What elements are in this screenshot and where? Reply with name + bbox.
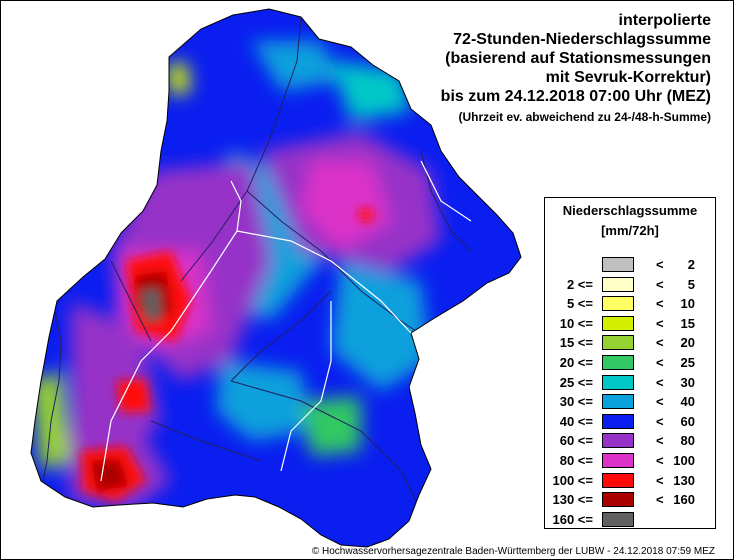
legend-low: 40 <=: [559, 413, 593, 429]
legend-low: 30 <=: [559, 394, 593, 410]
legend-low: 2 <=: [566, 276, 593, 292]
legend-swatch: [602, 472, 634, 488]
legend-row: 15 <= <20: [545, 334, 715, 352]
title-line-4: mit Sevruk-Korrektur): [545, 69, 711, 86]
legend-high: 40: [680, 394, 695, 410]
legend-high: 2: [687, 257, 695, 272]
map-title: interpolierte 72-Stunden-Niederschlagssu…: [381, 11, 711, 126]
legend-lt: <: [656, 335, 664, 351]
legend-lt: <: [656, 394, 664, 410]
state-outline: [30, 8, 522, 548]
title-line-1: interpolierte: [618, 12, 711, 29]
title-line-5: bis zum 24.12.2018 07:00 Uhr (MEZ): [440, 88, 711, 105]
legend-swatch: [602, 257, 634, 272]
river-network: [40, 16, 472, 512]
legend-row: 160 <=: [545, 511, 715, 529]
legend-row: 130 <= <160: [545, 491, 715, 509]
legend-lt: <: [656, 355, 664, 370]
legend-low: 100 <=: [552, 472, 594, 488]
legend-high: 5: [687, 276, 695, 292]
legend-row: 80 <= <100: [545, 452, 715, 470]
legend-lt: <: [656, 413, 664, 429]
legend-lt: <: [656, 433, 664, 449]
legend-high: 100: [673, 453, 695, 468]
legend-low: 5 <=: [566, 296, 593, 312]
copyright-text: © Hochwasservorhersagezentrale Baden-Wür…: [311, 546, 715, 557]
legend-lt: <: [656, 374, 664, 390]
legend-title: Niederschlagssumme: [562, 203, 698, 218]
title-line-3: (basierend auf Stationsmessungen: [445, 50, 711, 67]
legend-high: 25: [680, 355, 695, 370]
legend-lt: <: [656, 276, 664, 292]
legend-swatch: [602, 374, 634, 390]
legend-high: 60: [680, 413, 695, 429]
title-line-2: 72-Stunden-Niederschlagssumme: [453, 31, 711, 48]
legend-lt: <: [656, 296, 664, 312]
legend-low: 20 <=: [559, 355, 593, 370]
legend-row: 100 <= <130: [545, 472, 715, 490]
legend-high: 10: [680, 296, 695, 312]
legend-low: 10 <=: [559, 315, 593, 331]
legend-high: 15: [680, 315, 695, 331]
legend-lt: <: [656, 257, 664, 272]
legend-swatch: [602, 433, 634, 449]
legend-row: 30 <= <40: [545, 393, 715, 411]
district-borders: [100, 160, 472, 482]
legend-unit: [mm/72h]: [601, 223, 659, 238]
legend-swatch: [602, 276, 634, 292]
legend-high: 160: [673, 492, 695, 508]
legend-swatch: [602, 453, 634, 468]
legend-swatch: [602, 394, 634, 410]
legend-swatch: [602, 335, 634, 351]
legend-row: 40 <= <60: [545, 413, 715, 431]
legend-row: 2 <= <5: [545, 276, 715, 294]
legend-swatch: [602, 296, 634, 312]
legend-high: 80: [680, 433, 695, 449]
legend-row: 25 <= <30: [545, 374, 715, 392]
legend-lt: <: [656, 492, 664, 508]
legend: Niederschlagssumme [mm/72h] <2 2 <= <5 5 <=…: [544, 197, 716, 529]
legend-row: 20 <= <25: [545, 354, 715, 372]
legend-row: 5 <= <10: [545, 295, 715, 313]
legend-low: 15 <=: [559, 335, 593, 351]
legend-high: 130: [673, 472, 695, 488]
legend-high: 20: [680, 335, 695, 351]
legend-low: 160 <=: [552, 511, 594, 527]
legend-swatch: [602, 355, 634, 370]
legend-row: 10 <= <15: [545, 315, 715, 333]
legend-swatch: [602, 315, 634, 331]
title-note: (Uhrzeit ev. abweichend zu 24-/48-h-Summ…: [458, 110, 712, 124]
legend-swatch: [602, 492, 634, 508]
legend-high: 30: [680, 374, 695, 390]
legend-lt: <: [656, 315, 664, 331]
legend-lt: <: [656, 472, 664, 488]
legend-swatch: [602, 413, 634, 429]
legend-lt: <: [656, 453, 664, 468]
legend-low: 130 <=: [552, 492, 594, 508]
legend-low: 80 <=: [559, 453, 593, 468]
legend-row: 60 <= <80: [545, 432, 715, 450]
legend-row: <2: [545, 256, 715, 274]
legend-low: 25 <=: [559, 374, 593, 390]
legend-swatch: [602, 511, 634, 527]
legend-low: 60 <=: [559, 433, 593, 449]
